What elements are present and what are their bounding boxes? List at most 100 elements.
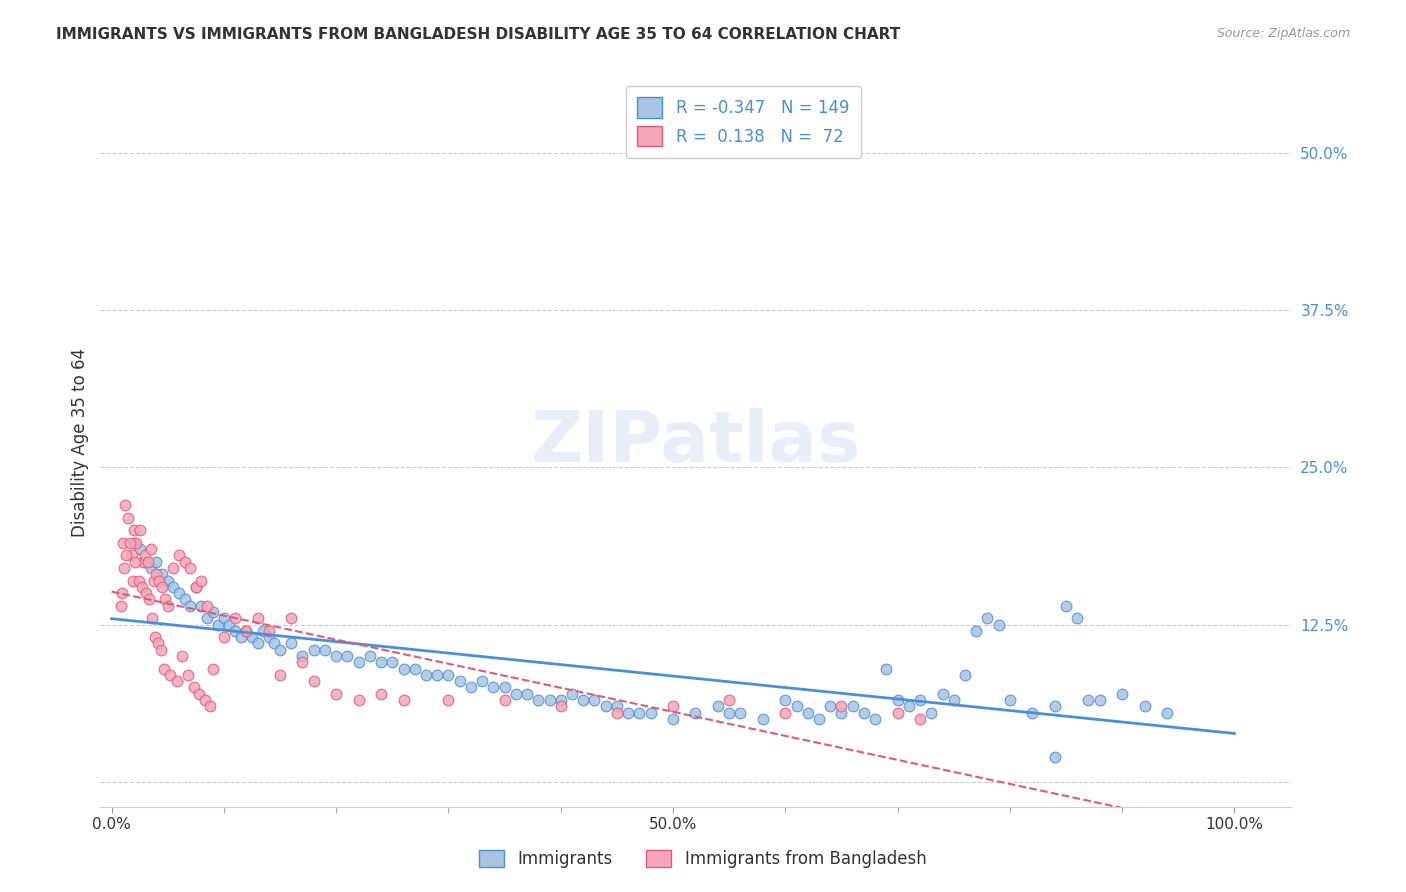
- Point: [807, 712, 830, 726]
- Point: [987, 617, 1010, 632]
- Point: [775, 693, 797, 707]
- Point: [224, 611, 246, 625]
- Point: [145, 555, 167, 569]
- Point: [392, 693, 415, 707]
- Point: [235, 624, 257, 638]
- Point: [134, 555, 156, 569]
- Point: [841, 699, 863, 714]
- Point: [195, 599, 218, 613]
- Point: [561, 687, 583, 701]
- Point: [595, 699, 617, 714]
- Legend: Immigrants, Immigrants from Bangladesh: Immigrants, Immigrants from Bangladesh: [472, 843, 934, 875]
- Point: [162, 561, 184, 575]
- Point: [797, 706, 820, 720]
- Point: [1088, 693, 1111, 707]
- Point: [752, 712, 775, 726]
- Point: [136, 555, 159, 569]
- Point: [173, 592, 195, 607]
- Point: [122, 523, 145, 537]
- Point: [252, 624, 274, 638]
- Point: [965, 624, 987, 638]
- Point: [886, 693, 908, 707]
- Point: [347, 656, 370, 670]
- Point: [115, 549, 138, 563]
- Text: Source: ZipAtlas.com: Source: ZipAtlas.com: [1216, 27, 1350, 40]
- Point: [1043, 749, 1066, 764]
- Point: [124, 555, 146, 569]
- Point: [166, 674, 188, 689]
- Point: [830, 706, 852, 720]
- Point: [128, 574, 150, 588]
- Point: [162, 580, 184, 594]
- Point: [143, 574, 166, 588]
- Point: [302, 674, 325, 689]
- Point: [347, 693, 370, 707]
- Point: [207, 617, 229, 632]
- Point: [314, 642, 336, 657]
- Point: [998, 693, 1021, 707]
- Point: [145, 630, 167, 644]
- Point: [931, 687, 953, 701]
- Point: [229, 630, 252, 644]
- Point: [662, 699, 685, 714]
- Point: [190, 599, 212, 613]
- Point: [942, 693, 965, 707]
- Point: [1043, 699, 1066, 714]
- Point: [190, 574, 212, 588]
- Point: [538, 693, 561, 707]
- Point: [1054, 599, 1077, 613]
- Point: [172, 648, 194, 663]
- Point: [149, 642, 172, 657]
- Point: [212, 630, 235, 644]
- Point: [370, 687, 392, 701]
- Point: [516, 687, 538, 701]
- Point: [128, 523, 150, 537]
- Point: [460, 681, 482, 695]
- Point: [662, 712, 685, 726]
- Point: [471, 674, 494, 689]
- Point: [437, 693, 460, 707]
- Point: [177, 668, 200, 682]
- Point: [606, 699, 628, 714]
- Point: [146, 636, 169, 650]
- Point: [148, 574, 170, 588]
- Point: [426, 668, 449, 682]
- Point: [325, 648, 347, 663]
- Point: [240, 630, 263, 644]
- Point: [527, 693, 550, 707]
- Point: [194, 693, 217, 707]
- Point: [132, 555, 155, 569]
- Y-axis label: Disability Age 35 to 64: Disability Age 35 to 64: [72, 348, 89, 537]
- Point: [336, 648, 359, 663]
- Point: [184, 580, 207, 594]
- Point: [291, 656, 314, 670]
- Point: [224, 624, 246, 638]
- Point: [1021, 706, 1043, 720]
- Point: [117, 510, 139, 524]
- Point: [167, 549, 190, 563]
- Point: [269, 642, 291, 657]
- Point: [617, 706, 640, 720]
- Point: [179, 561, 201, 575]
- Point: [953, 668, 976, 682]
- Point: [494, 681, 516, 695]
- Point: [139, 542, 162, 557]
- Point: [112, 561, 135, 575]
- Point: [167, 586, 190, 600]
- Text: ZIPatlas: ZIPatlas: [530, 408, 860, 476]
- Point: [908, 693, 931, 707]
- Point: [118, 536, 141, 550]
- Point: [437, 668, 460, 682]
- Point: [111, 586, 134, 600]
- Point: [628, 706, 651, 720]
- Point: [505, 687, 527, 701]
- Point: [818, 699, 841, 714]
- Point: [128, 542, 150, 557]
- Point: [550, 699, 572, 714]
- Point: [280, 611, 302, 625]
- Point: [302, 642, 325, 657]
- Point: [269, 668, 291, 682]
- Point: [257, 630, 280, 644]
- Point: [153, 662, 176, 676]
- Point: [188, 687, 211, 701]
